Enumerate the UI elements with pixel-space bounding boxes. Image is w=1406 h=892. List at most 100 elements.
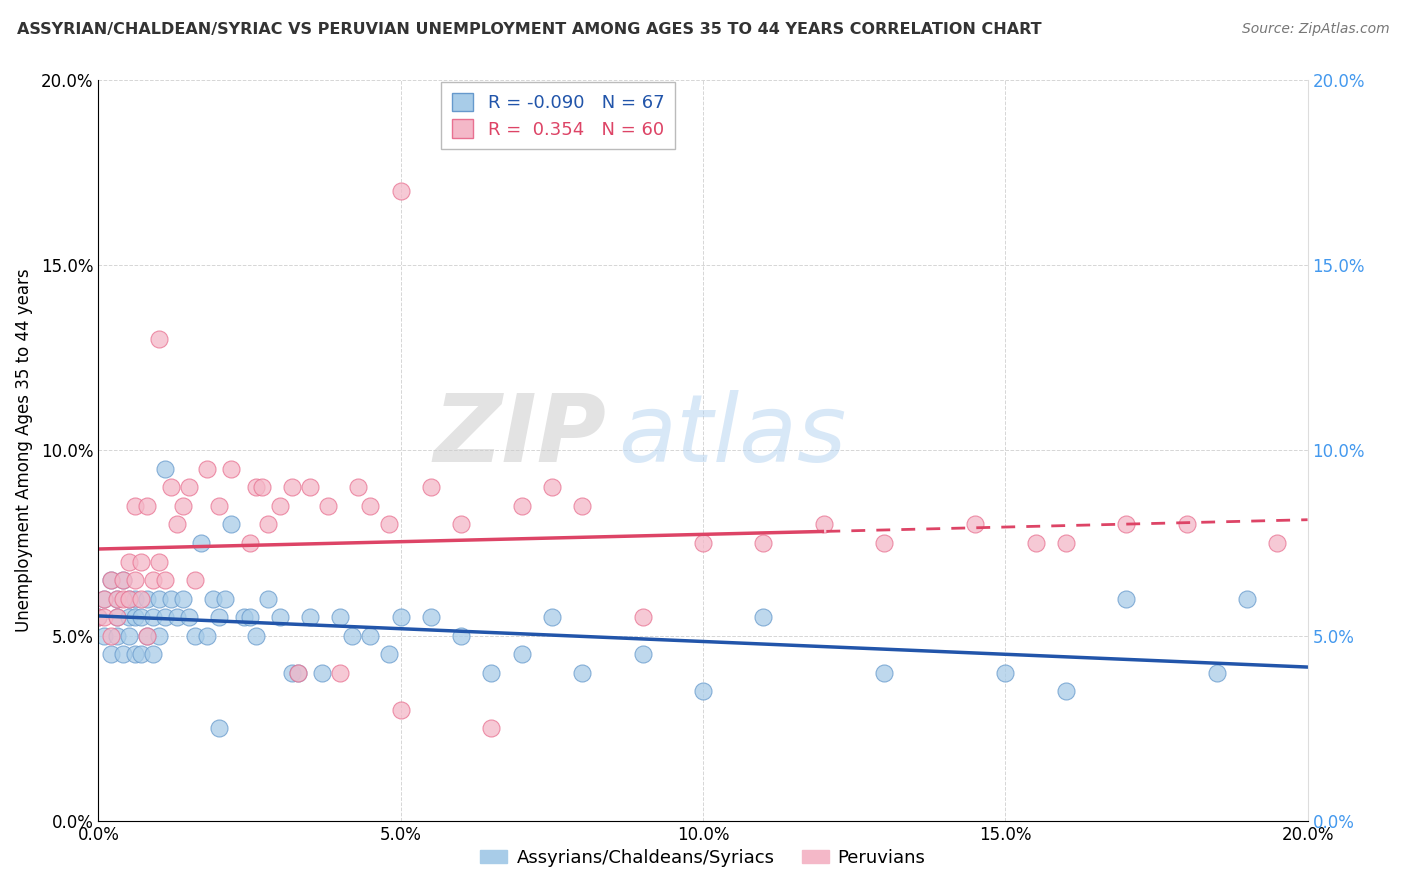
Point [111, 573, 134, 587]
Point [571, 499, 593, 513]
Point [692, 684, 714, 698]
Text: Source: ZipAtlas.com: Source: ZipAtlas.com [1241, 22, 1389, 37]
Point [87, 610, 110, 624]
Text: ASSYRIAN/CHALDEAN/SYRIAC VS PERUVIAN UNEMPLOYMENT AMONG AGES 35 TO 44 YEARS CORR: ASSYRIAN/CHALDEAN/SYRIAC VS PERUVIAN UNE… [17, 22, 1042, 37]
Point [360, 628, 382, 642]
Point [245, 481, 267, 495]
Point [172, 591, 194, 606]
Point [420, 610, 443, 624]
Point [93, 610, 115, 624]
Point [87, 610, 110, 624]
Point [256, 517, 278, 532]
Point [202, 591, 225, 606]
Point [752, 536, 775, 550]
Point [184, 628, 207, 642]
Point [752, 610, 775, 624]
Text: atlas: atlas [619, 390, 846, 481]
Point [135, 628, 157, 642]
Y-axis label: Unemployment Among Ages 35 to 44 years: Unemployment Among Ages 35 to 44 years [14, 268, 32, 632]
Point [148, 332, 170, 346]
Point [105, 591, 128, 606]
Point [540, 481, 562, 495]
Point [118, 591, 141, 606]
Point [360, 499, 382, 513]
Point [172, 499, 194, 513]
Point [129, 591, 152, 606]
Point [281, 665, 304, 680]
Point [450, 628, 472, 642]
Point [93, 591, 115, 606]
Point [179, 481, 201, 495]
Point [631, 647, 654, 661]
Point [299, 610, 322, 624]
Point [347, 481, 370, 495]
Point [208, 721, 231, 735]
Point [1054, 684, 1077, 698]
Point [118, 628, 141, 642]
Point [389, 610, 412, 624]
Point [118, 610, 141, 624]
Point [813, 517, 835, 532]
Point [100, 573, 122, 587]
Point [124, 573, 146, 587]
Point [124, 610, 146, 624]
Point [965, 517, 987, 532]
Point [148, 628, 170, 642]
Point [105, 610, 128, 624]
Point [129, 554, 152, 569]
Point [1236, 591, 1258, 606]
Point [510, 499, 533, 513]
Point [93, 628, 115, 642]
Point [100, 628, 122, 642]
Point [118, 591, 141, 606]
Point [135, 591, 157, 606]
Point [1115, 517, 1137, 532]
Point [481, 721, 503, 735]
Point [221, 462, 243, 476]
Point [311, 665, 333, 680]
Point [1054, 536, 1077, 550]
Point [1024, 536, 1046, 550]
Point [160, 481, 183, 495]
Point [135, 499, 157, 513]
Point [287, 665, 309, 680]
Point [100, 573, 122, 587]
Point [208, 499, 231, 513]
Point [184, 573, 207, 587]
Point [692, 536, 714, 550]
Point [571, 665, 593, 680]
Point [195, 628, 218, 642]
Point [124, 499, 146, 513]
Point [540, 610, 562, 624]
Point [1206, 665, 1229, 680]
Point [269, 610, 291, 624]
Point [250, 481, 273, 495]
Point [129, 610, 152, 624]
Point [111, 573, 134, 587]
Point [111, 591, 134, 606]
Point [214, 591, 236, 606]
Point [1267, 536, 1289, 550]
Point [329, 610, 352, 624]
Point [160, 591, 183, 606]
Point [873, 536, 896, 550]
Point [239, 536, 262, 550]
Legend: Assyrians/Chaldeans/Syriacs, Peruvians: Assyrians/Chaldeans/Syriacs, Peruvians [474, 842, 932, 874]
Point [269, 499, 291, 513]
Point [153, 573, 176, 587]
Point [1175, 517, 1198, 532]
Point [111, 647, 134, 661]
Point [105, 610, 128, 624]
Point [124, 647, 146, 661]
Point [481, 665, 503, 680]
Point [142, 610, 165, 624]
Text: ZIP: ZIP [433, 390, 606, 482]
Point [377, 517, 399, 532]
Point [256, 591, 278, 606]
Point [299, 481, 322, 495]
Point [377, 647, 399, 661]
Point [166, 610, 188, 624]
Point [190, 536, 212, 550]
Point [148, 554, 170, 569]
Point [420, 481, 443, 495]
